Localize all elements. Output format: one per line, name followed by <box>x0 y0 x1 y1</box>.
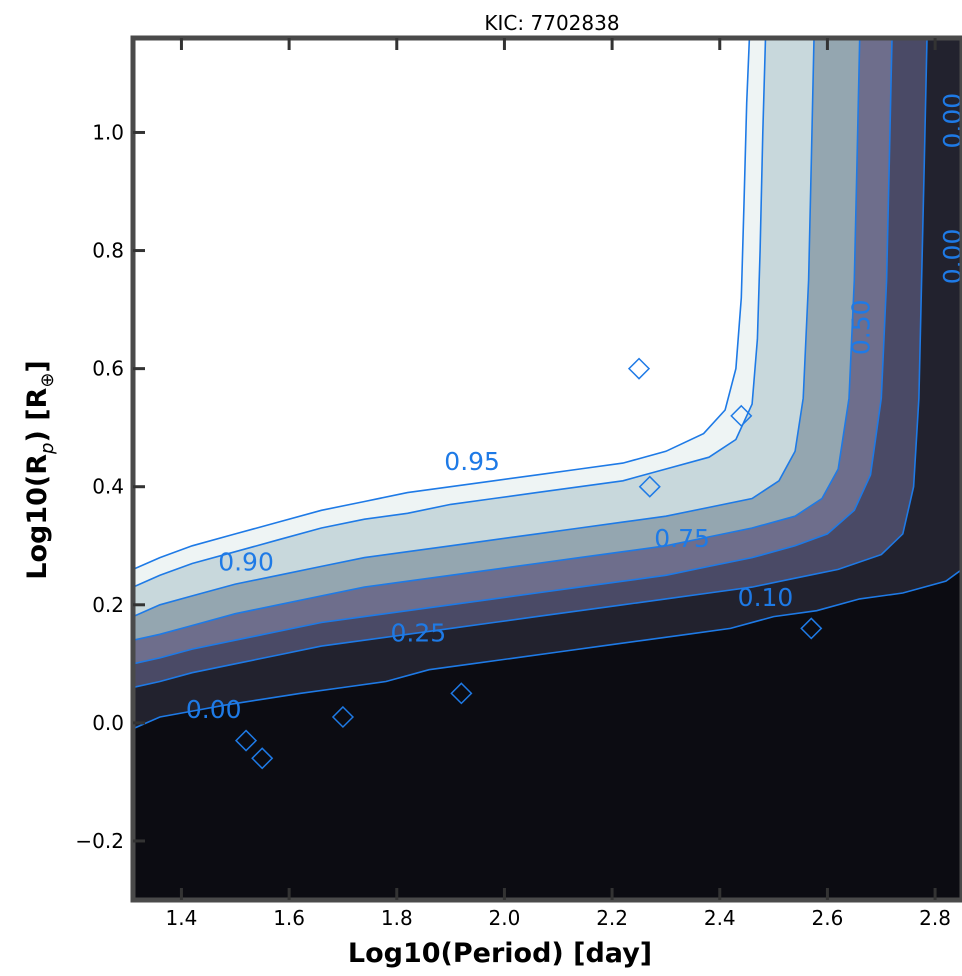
y-tick-label: 0.4 <box>92 475 124 499</box>
contour-line-0.25 <box>133 38 893 665</box>
y-tick-label: 0.2 <box>92 593 124 617</box>
contour-label-7: 0.00 <box>938 93 962 149</box>
contour-label-6: 0.00 <box>186 695 242 724</box>
contour-line-0.90 <box>133 38 767 588</box>
plot-frame <box>130 35 962 903</box>
y-axis-label: Log10(Rp) [R⊕] <box>22 360 58 580</box>
axes-frame <box>130 35 962 903</box>
contour-islands <box>234 357 823 770</box>
y-tick-label: 0.0 <box>92 711 124 735</box>
contour-label-8: 0.00 <box>938 229 962 285</box>
fill-region-0.95 <box>133 38 750 570</box>
contour-island-4 <box>800 617 823 640</box>
y-tick-label: 0.6 <box>92 357 124 381</box>
contour-island-0 <box>234 729 258 752</box>
x-tick-label: 1.4 <box>166 906 198 930</box>
contour-lines <box>133 38 962 730</box>
x-axis: 1.4 1.6 1.8 2.0 2.2 2.4 2.6 2.8 <box>166 38 951 930</box>
x-tick-label: 2.0 <box>489 906 521 930</box>
contour-line-0.10 <box>133 38 928 689</box>
contour-line-0.95 <box>133 38 751 571</box>
x-tick-label: 1.6 <box>273 906 305 930</box>
chart-title: KIC: 7702838 <box>484 11 619 35</box>
contour-island-2 <box>331 705 355 729</box>
contour-label-0: 0.95 <box>444 447 500 476</box>
contour-island-7 <box>730 404 753 427</box>
y-tick-label: 1.0 <box>92 120 124 144</box>
y-tick-label: −0.2 <box>75 829 124 853</box>
contour-island-3 <box>450 682 473 705</box>
contour-island-1 <box>251 747 274 770</box>
contour-labels: 0.95 0.90 0.75 0.50 0.10 0.25 0.00 0.00 0.00 <box>186 93 962 724</box>
contour-label-5: 0.25 <box>390 618 446 647</box>
x-tick-label: 2.2 <box>596 906 628 930</box>
contour-label-1: 0.90 <box>218 547 274 576</box>
x-axis-label: Log10(Period) [day] <box>348 938 652 969</box>
contour-island-6 <box>638 475 661 498</box>
contour-line-0.75 <box>133 38 815 618</box>
x-tick-label: 2.4 <box>704 906 736 930</box>
contour-label-3: 0.50 <box>846 299 875 355</box>
contour-label-2: 0.75 <box>654 524 710 553</box>
contour-line-0.50 <box>133 38 861 641</box>
x-tick-label: 2.6 <box>812 906 844 930</box>
contour-island-5 <box>627 357 651 380</box>
x-tick-label: 1.8 <box>381 906 413 930</box>
contour-label-4: 0.10 <box>738 583 794 612</box>
contour-line-0.00 <box>133 568 962 730</box>
y-axis: −0.2 0.0 0.2 0.4 0.6 0.8 1.0 <box>75 120 145 853</box>
x-tick-label: 2.8 <box>919 906 951 930</box>
y-tick-label: 0.8 <box>92 239 124 263</box>
